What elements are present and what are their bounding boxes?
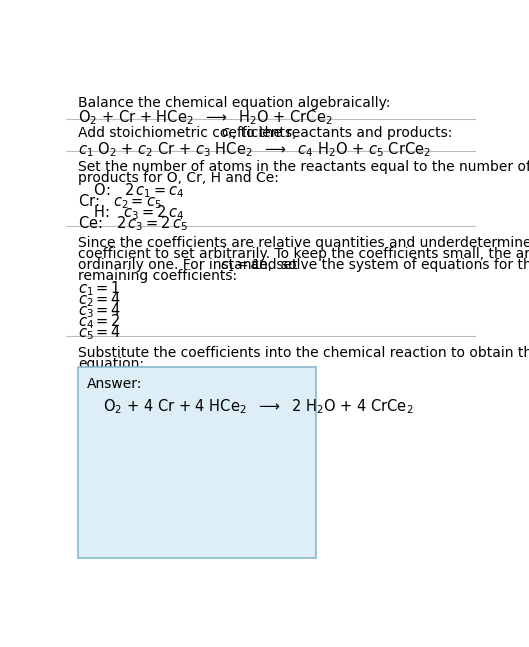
Text: $c_1 = 1$: $c_1 = 1$ <box>78 280 121 298</box>
Text: O$_2$ + 4 Cr + 4 HCe$_2$  $\longrightarrow$  2 H$_2$O + 4 CrCe$_2$: O$_2$ + 4 Cr + 4 HCe$_2$ $\longrightarro… <box>103 397 414 416</box>
Text: $c_2 = 4$: $c_2 = 4$ <box>78 291 122 309</box>
FancyBboxPatch shape <box>78 367 316 558</box>
Text: $c_5 = 4$: $c_5 = 4$ <box>78 324 122 342</box>
Text: Since the coefficients are relative quantities and underdetermined, choose a: Since the coefficients are relative quan… <box>78 236 529 250</box>
Text: Add stoichiometric coefficients,: Add stoichiometric coefficients, <box>78 126 302 140</box>
Text: $c_1$ O$_2$ + $c_2$ Cr + $c_3$ HCe$_2$  $\longrightarrow$  $c_4$ H$_2$O + $c_5$ : $c_1$ O$_2$ + $c_2$ Cr + $c_3$ HCe$_2$ $… <box>78 140 432 159</box>
Text: $c_i$: $c_i$ <box>221 126 233 141</box>
Text: O:   $2\,c_1 = c_4$: O: $2\,c_1 = c_4$ <box>89 181 184 200</box>
Text: Substitute the coefficients into the chemical reaction to obtain the balanced: Substitute the coefficients into the che… <box>78 345 529 360</box>
Text: H:   $c_3 = 2\,c_4$: H: $c_3 = 2\,c_4$ <box>89 203 184 222</box>
Text: Cr:   $c_2 = c_5$: Cr: $c_2 = c_5$ <box>78 192 162 211</box>
Text: Set the number of atoms in the reactants equal to the number of atoms in the: Set the number of atoms in the reactants… <box>78 160 529 174</box>
Text: equation:: equation: <box>78 356 144 371</box>
Text: Answer:: Answer: <box>87 377 142 391</box>
Text: products for O, Cr, H and Ce:: products for O, Cr, H and Ce: <box>78 171 279 185</box>
Text: Ce:   $2\,c_3 = 2\,c_5$: Ce: $2\,c_3 = 2\,c_5$ <box>78 214 188 233</box>
Text: and solve the system of equations for the: and solve the system of equations for th… <box>245 258 529 272</box>
Text: $c_1 = 1$: $c_1 = 1$ <box>220 258 261 274</box>
Text: $c_4 = 2$: $c_4 = 2$ <box>78 313 121 331</box>
Text: ordinarily one. For instance, set: ordinarily one. For instance, set <box>78 258 302 272</box>
Text: remaining coefficients:: remaining coefficients: <box>78 269 238 283</box>
Text: $c_3 = 4$: $c_3 = 4$ <box>78 302 122 320</box>
Text: O$_2$ + Cr + HCe$_2$  $\longrightarrow$  H$_2$O + CrCe$_2$: O$_2$ + Cr + HCe$_2$ $\longrightarrow$ H… <box>78 109 333 127</box>
Text: coefficient to set arbitrarily. To keep the coefficients small, the arbitrary va: coefficient to set arbitrarily. To keep … <box>78 247 529 261</box>
Text: Balance the chemical equation algebraically:: Balance the chemical equation algebraica… <box>78 96 391 109</box>
Text: , to the reactants and products:: , to the reactants and products: <box>232 126 452 140</box>
